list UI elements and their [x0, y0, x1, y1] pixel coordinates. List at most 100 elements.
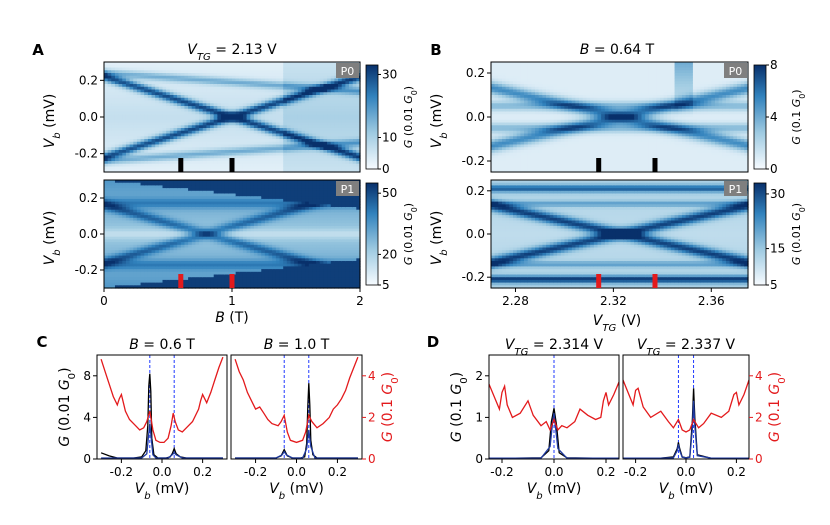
heatmap-cell: [294, 122, 299, 126]
heatmap-cell: [275, 119, 281, 124]
heatmap-cell: [151, 111, 156, 115]
heatmap-cell: [140, 97, 145, 102]
heatmap-cell: [330, 144, 335, 148]
heatmap-cell: [286, 86, 292, 91]
heatmap-cell: [155, 122, 160, 126]
heatmap-cell: [327, 166, 332, 170]
heatmap-cell: [235, 78, 240, 82]
heatmap-cell: [147, 111, 153, 115]
heatmap-cell: [283, 169, 288, 173]
heatmap-cell: [290, 103, 295, 107]
heatmap-cell: [235, 73, 240, 77]
heatmap-cell: [114, 220, 120, 224]
heatmap-cell: [151, 97, 156, 102]
heatmap-cell: [242, 136, 248, 140]
heatmap-cell: [213, 161, 218, 165]
heatmap-cell: [151, 100, 156, 104]
heatmap-cell: [104, 209, 109, 213]
heatmap-cell: [242, 97, 248, 102]
heatmap-cell: [279, 84, 284, 88]
heatmap-cell: [140, 130, 145, 135]
heatmap-cell: [206, 161, 211, 165]
heatmap-cell: [301, 111, 306, 115]
heatmap-cell: [144, 119, 149, 124]
heatmap-cell: [323, 117, 328, 121]
heatmap-cell: [312, 108, 317, 113]
heatmap-cell: [177, 150, 182, 154]
heatmap-cell: [272, 89, 277, 93]
heatmap-cell: [235, 139, 240, 143]
heatmap-cell: [297, 117, 303, 121]
heatmap-cell: [242, 144, 248, 148]
heatmap-cell: [195, 150, 200, 154]
heatmap-cell: [118, 119, 123, 124]
heatmap-cell: [104, 92, 109, 96]
heatmap-cell: [239, 161, 244, 165]
heatmap-cell: [177, 89, 182, 93]
heatmap-cell: [151, 166, 156, 170]
heatmap-cell: [242, 111, 248, 115]
heatmap-cell: [188, 117, 193, 121]
heatmap-cell: [246, 158, 251, 162]
heatmap-cell: [261, 147, 266, 151]
heatmap-cell: [283, 81, 288, 85]
heatmap-cell: [338, 150, 343, 154]
heatmap-cell: [330, 81, 335, 85]
heatmap-cell: [144, 84, 149, 88]
heatmap-cell: [184, 130, 189, 135]
heatmap-cell: [312, 106, 317, 110]
heatmap-cell: [140, 141, 145, 146]
heatmap-cell: [173, 117, 178, 121]
heatmap-cell: [147, 139, 153, 143]
heatmap-cell: [195, 103, 200, 107]
heatmap-cell: [297, 67, 303, 71]
heatmap-cell: [301, 158, 306, 162]
heatmap-cell: [210, 139, 215, 143]
heatmap-cell: [191, 103, 197, 107]
heatmap-cell: [224, 73, 229, 77]
heatmap-cell: [202, 75, 207, 80]
heatmap-cell: [272, 92, 277, 96]
heatmap-cell: [118, 117, 123, 121]
heatmap-cell: [173, 108, 178, 113]
heatmap-cell: [305, 158, 310, 162]
heatmap-cell: [290, 128, 295, 132]
heatmap-cell: [169, 119, 175, 124]
heatmap-cell: [297, 64, 303, 69]
heatmap-cell: [338, 139, 343, 143]
heatmap-cell: [235, 133, 240, 137]
heatmap-cell: [104, 190, 109, 195]
heatmap-cell: [118, 125, 123, 129]
heatmap-cell: [250, 114, 255, 118]
heatmap-cell: [162, 111, 167, 115]
heatmap-cell: [166, 141, 171, 146]
heatmap-cell: [151, 147, 156, 151]
heatmap-cell: [136, 136, 142, 140]
heatmap-cell: [308, 70, 314, 74]
heatmap-cell: [294, 147, 299, 151]
heatmap-cell: [253, 119, 259, 124]
heatmap-cell: [228, 86, 233, 91]
heatmap-cell: [261, 97, 266, 102]
heatmap-cell: [162, 139, 167, 143]
heatmap-cell: [166, 84, 171, 88]
heatmap-cell: [334, 106, 339, 110]
heatmap-cell: [202, 141, 207, 146]
heatmap-cell: [107, 271, 112, 276]
heatmap-cell: [114, 92, 120, 96]
heatmap-cell: [319, 139, 325, 143]
heatmap-cell: [301, 161, 306, 165]
heatmap-cell: [290, 122, 295, 126]
heatmap-cell: [177, 155, 182, 159]
heatmap-cell: [114, 111, 120, 115]
heatmap-cell: [107, 239, 112, 243]
heatmap-cell: [297, 125, 303, 129]
heatmap-cell: [235, 128, 240, 132]
heatmap-cell: [246, 161, 251, 165]
heatmap-cell: [166, 147, 171, 151]
heatmap-cell: [232, 86, 237, 91]
heatmap-cell: [283, 114, 288, 118]
heatmap-cell: [272, 73, 277, 77]
heatmap-cell: [283, 78, 288, 82]
heatmap-cell: [305, 106, 310, 110]
